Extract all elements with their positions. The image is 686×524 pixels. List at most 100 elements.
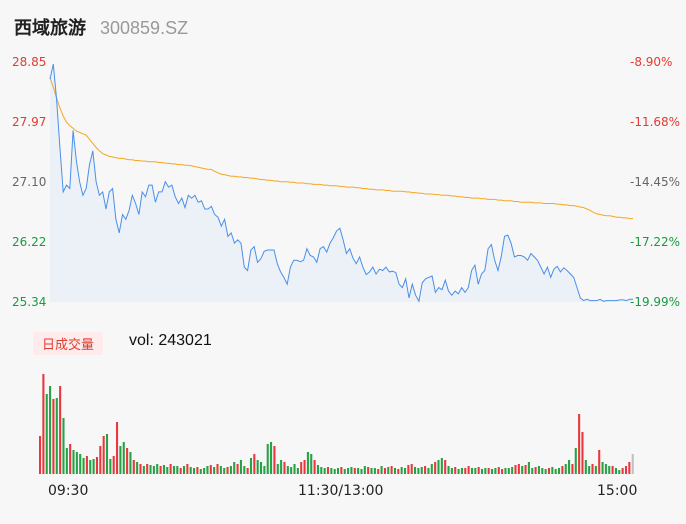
volume-bar — [142, 466, 145, 474]
percent-tick-label: -19.99% — [630, 295, 680, 309]
volume-bar — [571, 464, 574, 474]
volume-bar — [323, 468, 326, 474]
volume-bar — [293, 464, 296, 474]
volume-bar — [72, 450, 75, 474]
volume-bar — [437, 460, 440, 474]
volume-bar — [219, 466, 222, 474]
volume-bar — [149, 465, 152, 474]
volume-bar — [407, 465, 410, 474]
volume-bar — [186, 464, 189, 474]
volume-bar — [172, 466, 176, 474]
volume-bar — [377, 469, 380, 474]
volume-bar — [169, 464, 172, 474]
volume-bar — [82, 458, 85, 474]
volume-bar — [598, 450, 601, 474]
volume-bar — [487, 468, 490, 474]
volume-bar — [350, 467, 353, 474]
volume-bar — [380, 466, 383, 474]
volume-bar — [266, 444, 269, 474]
price-tick-label: 25.34 — [12, 295, 46, 309]
volume-bar — [434, 462, 437, 474]
time-label: 15:00 — [597, 483, 637, 499]
volume-value: 243021 — [158, 332, 212, 349]
volume-bar — [337, 468, 340, 474]
volume-bar — [69, 444, 72, 474]
volume-bar — [276, 464, 279, 474]
volume-bar — [206, 466, 209, 474]
volume-bar — [42, 374, 45, 474]
volume-bar — [316, 465, 319, 474]
volume-readout: vol: 243021 — [129, 332, 212, 350]
volume-bar — [193, 468, 196, 474]
volume-bar — [129, 452, 132, 474]
volume-bar — [621, 468, 624, 474]
volume-bar — [102, 436, 105, 474]
volume-bar — [507, 468, 510, 474]
volume-bar — [303, 460, 306, 474]
volume-bar — [119, 446, 122, 474]
volume-bar — [491, 469, 494, 474]
volume-bar — [253, 454, 256, 474]
volume-bar — [333, 469, 336, 474]
price-tick-label: 27.10 — [12, 175, 46, 189]
volume-bar — [464, 468, 467, 474]
volume-bar — [614, 468, 617, 474]
volume-bar — [176, 466, 179, 474]
volume-bar — [246, 468, 249, 474]
volume-bar — [383, 468, 386, 474]
volume-bar — [524, 465, 527, 474]
volume-bar — [554, 469, 557, 474]
volume-badge: 日成交量 — [33, 332, 104, 355]
volume-bar — [370, 468, 373, 474]
price-tick-label: 26.22 — [12, 235, 46, 249]
volume-bar — [581, 432, 584, 474]
volume-bar — [65, 448, 68, 474]
stock-name: 西域旅游 — [14, 18, 86, 39]
volume-bar — [511, 467, 514, 474]
volume-bar — [159, 466, 162, 474]
price-area-fill — [50, 64, 633, 302]
volume-bar — [357, 468, 360, 474]
volume-bar — [347, 468, 350, 474]
volume-bar — [454, 467, 457, 474]
volume-bar — [604, 464, 607, 474]
volume-bar — [226, 467, 229, 474]
volume-bar — [139, 464, 142, 474]
volume-bar — [574, 448, 577, 474]
volume-bar — [300, 462, 303, 474]
volume-bar — [233, 462, 236, 474]
volume-bar — [601, 462, 604, 474]
volume-bar — [286, 466, 289, 474]
volume-bar — [59, 386, 62, 474]
volume-bar — [477, 467, 480, 474]
volume-bar — [444, 460, 447, 474]
volume-bar — [49, 386, 52, 474]
volume-bar — [561, 466, 564, 474]
average-price-line — [49, 77, 633, 220]
volume-bar — [152, 466, 155, 474]
volume-bar — [196, 467, 199, 474]
volume-bar — [531, 468, 534, 474]
volume-bar — [484, 468, 487, 474]
volume-bar — [109, 459, 112, 474]
volume-bar — [45, 394, 48, 474]
volume-bar — [236, 464, 239, 474]
volume-bar — [514, 465, 517, 474]
volume-bar — [330, 468, 333, 474]
volume-bar — [55, 398, 58, 474]
volume-bar — [541, 468, 544, 474]
volume-bar — [156, 464, 159, 474]
volume-bar — [126, 448, 129, 474]
volume-bar — [105, 434, 109, 474]
volume-bar — [480, 469, 484, 474]
volume-bar — [256, 460, 259, 474]
stock-code: 300859.SZ — [100, 18, 189, 38]
volume-bar — [403, 468, 407, 474]
volume-bar — [249, 458, 253, 474]
volume-bar — [320, 467, 323, 474]
volume-bar — [521, 466, 524, 474]
volume-bar — [470, 468, 474, 474]
chart-header: 西域旅游 300859.SZ — [14, 14, 189, 39]
volume-bar — [504, 468, 507, 474]
volume-bar — [568, 460, 571, 474]
